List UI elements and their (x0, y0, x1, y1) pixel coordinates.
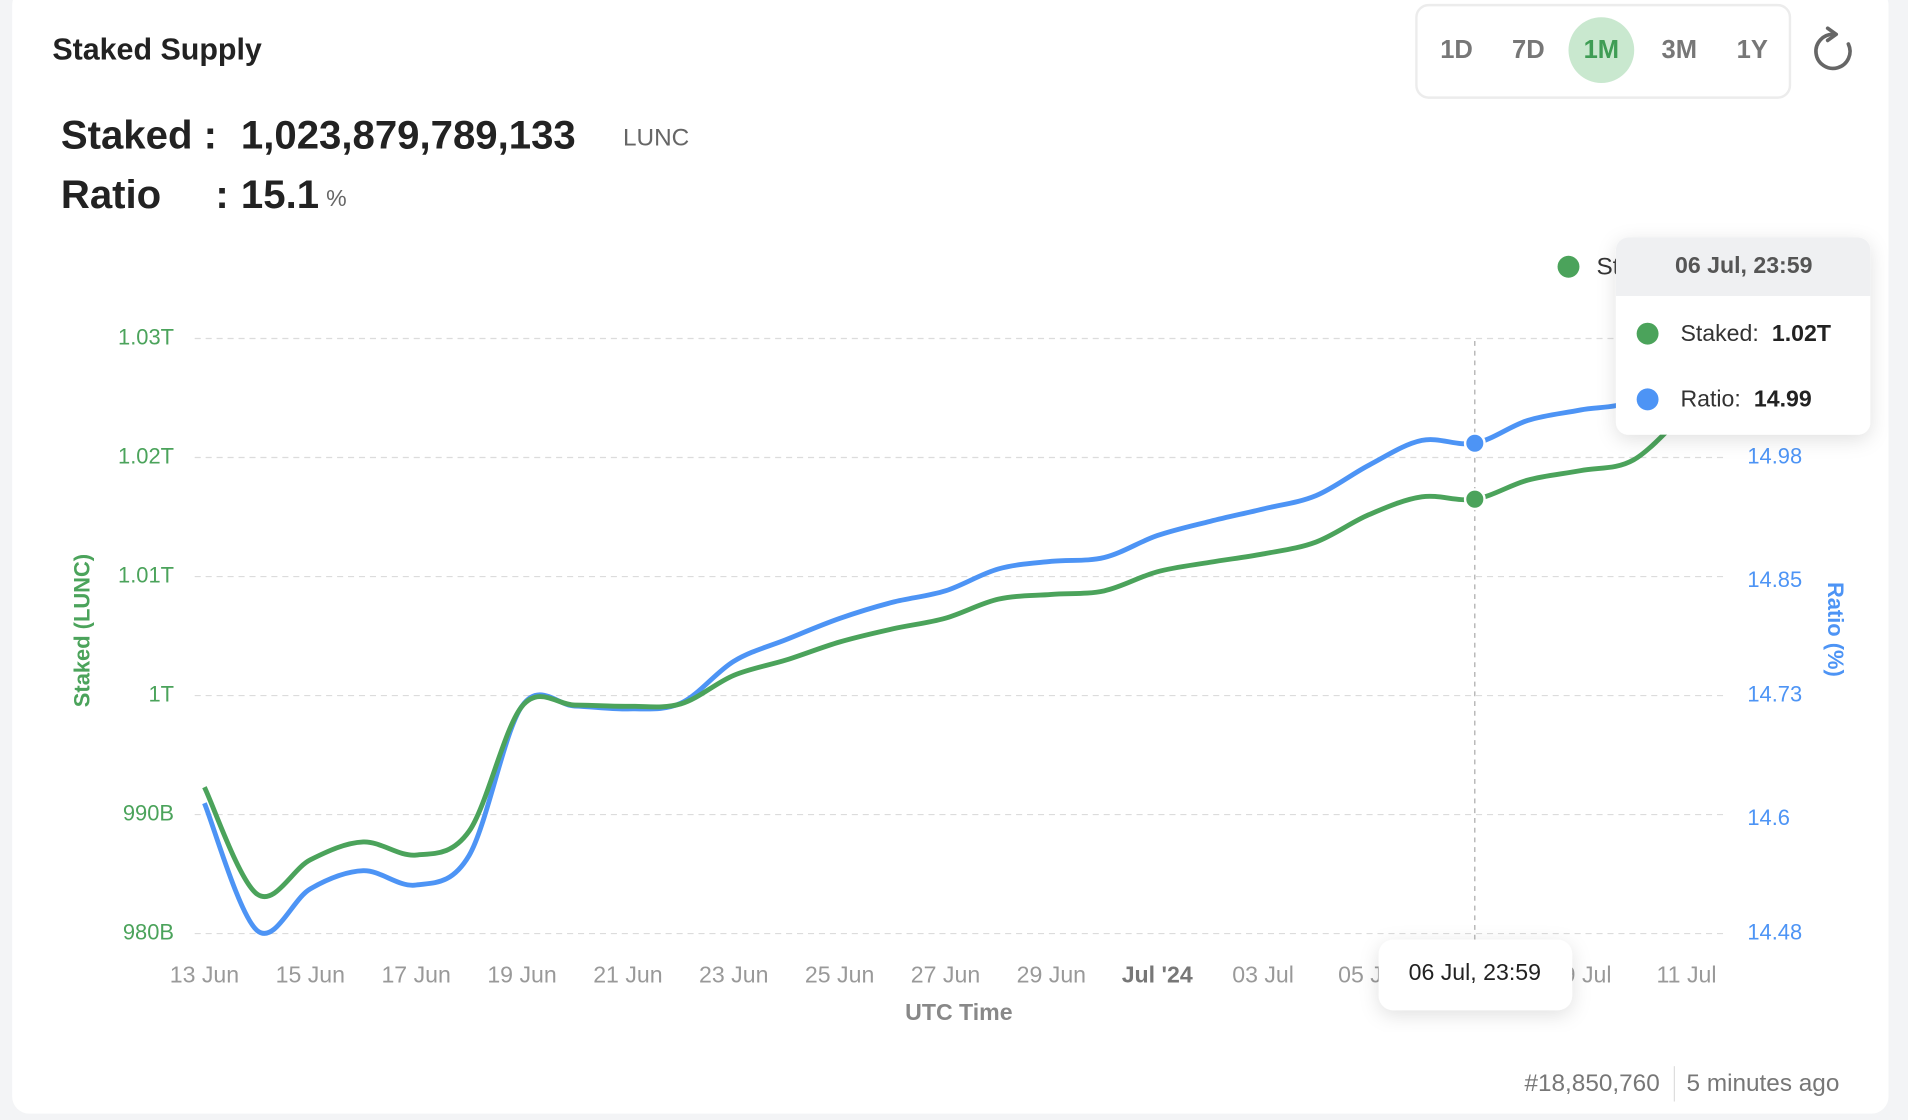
tooltip-swatch (1636, 388, 1659, 411)
refresh-arrow[interactable] (1825, 26, 1839, 43)
x-tick-label: 21 Jun (593, 961, 662, 987)
y2-tick-label: 14.48 (1747, 919, 1802, 944)
range-button[interactable]: 1Y (1737, 36, 1768, 64)
y-tick-label: 1T (148, 681, 174, 706)
y-tick-label: 1.03T (118, 324, 174, 349)
block-number: #18,850,760 (1524, 1070, 1659, 1097)
ratio-label: Ratio (61, 172, 161, 217)
x-tick-label: 25 Jun (805, 961, 874, 987)
y-tick-label: 980B (123, 919, 174, 944)
colon: : (1752, 320, 1758, 346)
tooltip-name: Ratio: (1680, 386, 1740, 412)
y-tick-label: 1.02T (118, 443, 174, 468)
staked-value: 1,023,879,789,133 (241, 112, 576, 157)
x-tick-label: 23 Jun (699, 961, 768, 987)
refresh-icon[interactable] (1814, 32, 1852, 71)
y-tick-label: 990B (123, 800, 174, 825)
range-button[interactable]: 1M (1584, 36, 1620, 64)
x-tick-label: 03 Jul (1232, 961, 1294, 987)
x-tick-label: 29 Jun (1017, 961, 1086, 987)
range-button[interactable]: 1D (1440, 36, 1473, 64)
tooltip-header (1615, 237, 1871, 296)
staked-unit: LUNC (623, 124, 689, 151)
tooltip-value: 14.99 (1754, 386, 1812, 412)
crosshair-label-box (1378, 939, 1573, 1011)
staked-label: Staked : (61, 112, 217, 157)
y2-axis-title: Ratio (%) (1823, 582, 1848, 677)
y2-tick-label: 14.73 (1747, 681, 1802, 706)
series-line (202, 350, 1689, 936)
tooltip-value: 1.02T (1772, 320, 1831, 346)
tooltip-title: 06 Jul, 23:59 (1675, 252, 1812, 278)
hover-point (1463, 488, 1486, 511)
ratio-unit: % (326, 185, 347, 211)
y2-tick-label: 14.6 (1747, 805, 1790, 830)
x-tick-label: Jul '24 (1122, 961, 1193, 987)
legend-swatch[interactable] (1557, 255, 1580, 278)
y-axis-title: Staked (LUNC) (70, 554, 95, 707)
x-tick-label: 17 Jun (381, 961, 450, 987)
card (12, 0, 1889, 1114)
colon: : (1734, 386, 1740, 412)
crosshair-label: 06 Jul, 23:59 (1409, 959, 1541, 985)
hover-point (1463, 432, 1486, 455)
y2-tick-label: 14.85 (1747, 567, 1802, 592)
ratio-sep: : (215, 172, 228, 217)
updated: 5 minutes ago (1687, 1070, 1840, 1097)
x-tick-label: 13 Jun (170, 961, 239, 987)
x-axis-title: UTC Time (905, 999, 1013, 1025)
y2-tick-label: 14.98 (1747, 443, 1802, 468)
range-button[interactable]: 7D (1512, 36, 1545, 64)
ratio-value: 15.1 (241, 172, 319, 217)
x-tick-label: 11 Jul (1657, 961, 1717, 987)
range-button[interactable]: 3M (1661, 36, 1697, 64)
x-tick-label: 19 Jun (487, 961, 556, 987)
tooltip-name: Staked: (1680, 320, 1758, 346)
tooltip-swatch (1636, 322, 1659, 345)
series-line (202, 409, 1689, 899)
x-tick-label: 27 Jun (911, 961, 980, 987)
y-tick-label: 1.01T (118, 562, 174, 587)
active-range-bg (1568, 17, 1635, 83)
title: Staked Supply (52, 32, 262, 66)
x-tick-label: 15 Jun (276, 961, 345, 987)
